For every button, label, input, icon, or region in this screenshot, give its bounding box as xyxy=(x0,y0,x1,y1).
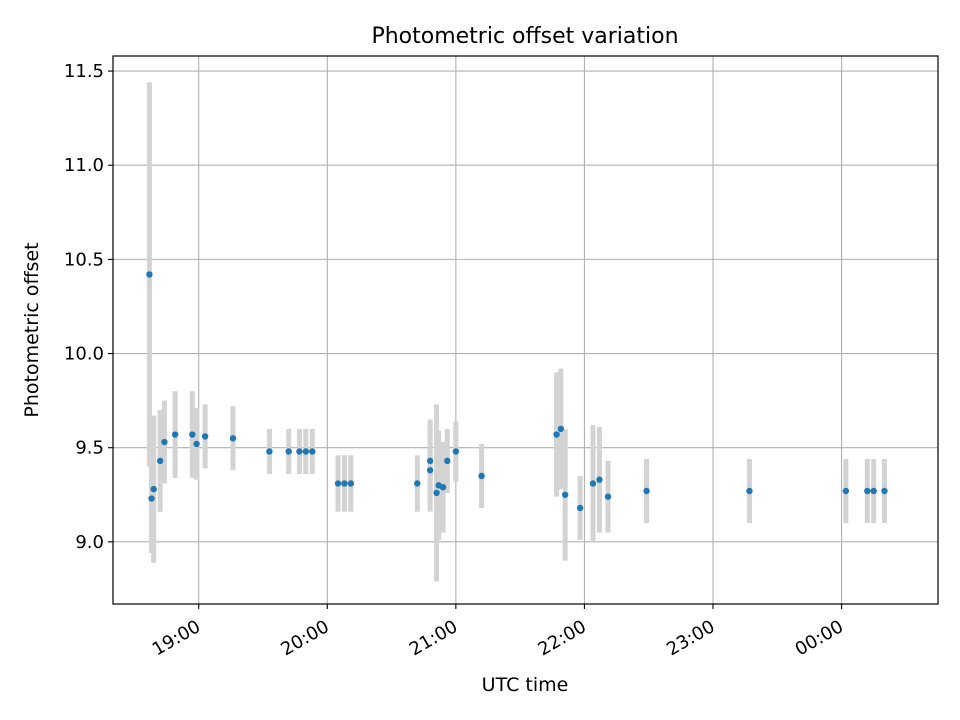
data-point xyxy=(193,440,200,448)
data-point xyxy=(589,480,597,487)
x-tick-label: 23:00 xyxy=(663,616,718,660)
data-point xyxy=(347,480,355,487)
data-point xyxy=(596,476,603,483)
data-point xyxy=(643,487,650,495)
data-point xyxy=(557,425,565,433)
data-point xyxy=(285,448,292,455)
data-point xyxy=(561,491,569,498)
data-point xyxy=(426,467,434,474)
data-point xyxy=(553,431,560,438)
data-point xyxy=(156,457,164,465)
plot-frame xyxy=(112,55,939,605)
data-point xyxy=(439,484,447,491)
data-point xyxy=(171,431,179,438)
chart-title: Photometric offset variation xyxy=(371,24,678,49)
y-axis-label: Photometric offset xyxy=(21,242,43,417)
y-tick-label: 10.5 xyxy=(64,249,104,270)
data-point xyxy=(189,431,196,438)
data-point xyxy=(576,504,584,512)
data-point xyxy=(334,480,342,487)
data-point xyxy=(266,448,273,455)
x-tick-label: 20:00 xyxy=(277,616,332,660)
data-point xyxy=(229,435,237,442)
data-point xyxy=(478,472,485,480)
data-points xyxy=(146,271,888,512)
x-tick-label: 21:00 xyxy=(406,616,461,660)
y-tick-label: 9.0 xyxy=(75,532,104,553)
data-point xyxy=(452,448,460,455)
data-point xyxy=(148,495,155,502)
data-point xyxy=(150,485,157,493)
y-tick-label: 9.5 xyxy=(75,438,104,459)
x-tick-label: 22:00 xyxy=(535,616,590,660)
y-tick-label: 11.0 xyxy=(64,155,104,176)
grid xyxy=(113,56,938,604)
y-tick-label: 11.5 xyxy=(64,61,104,82)
data-point xyxy=(296,448,303,455)
data-point xyxy=(870,487,877,495)
y-tick-label: 10.0 xyxy=(64,344,104,365)
data-point xyxy=(414,480,421,487)
data-point xyxy=(341,480,348,487)
x-tick-label: 00:00 xyxy=(792,616,847,660)
x-tick-label: 19:00 xyxy=(149,616,204,660)
data-point xyxy=(433,489,440,497)
data-point xyxy=(444,457,451,465)
data-point xyxy=(746,487,753,495)
data-point xyxy=(146,271,153,278)
data-point xyxy=(201,433,209,440)
error-bars xyxy=(146,82,887,582)
data-point xyxy=(309,448,316,455)
data-point xyxy=(864,487,871,495)
data-point xyxy=(842,487,850,495)
data-point xyxy=(881,487,888,495)
x-axis-label: UTC time xyxy=(482,674,569,696)
data-point xyxy=(426,457,434,465)
data-point xyxy=(161,438,168,446)
data-point xyxy=(604,493,612,500)
data-point xyxy=(302,448,310,455)
